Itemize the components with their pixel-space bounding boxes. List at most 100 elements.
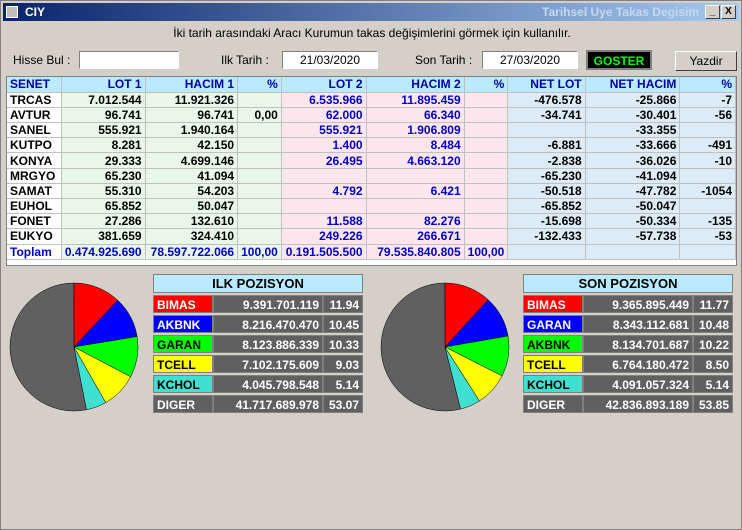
table-row[interactable]: EUHOL 65.852 50.047 -65.852 -50.047: [7, 198, 736, 215]
table-cell[interactable]: -2.838: [507, 152, 586, 169]
table-cell[interactable]: -50.047: [585, 198, 681, 215]
table-cell[interactable]: 4.792: [281, 183, 367, 200]
table-cell[interactable]: 11.895.459: [366, 92, 465, 108]
table-cell[interactable]: [507, 122, 586, 139]
table-row[interactable]: TRCAS 7.012.544 11.921.326 6.535.966 11.895.…: [7, 92, 736, 108]
table-cell[interactable]: 1.906.809: [366, 122, 465, 139]
table-cell[interactable]: SAMAT: [7, 183, 62, 200]
table-cell[interactable]: SANEL: [7, 122, 62, 139]
table-cell[interactable]: EUKYO: [7, 228, 62, 245]
table-cell[interactable]: -33.666: [585, 137, 681, 154]
column-header[interactable]: LOT 2: [281, 77, 367, 93]
table-cell[interactable]: 266.671: [366, 228, 465, 245]
table-cell[interactable]: -30.401: [585, 107, 681, 124]
table-cell[interactable]: [464, 137, 509, 154]
table-row[interactable]: AVTUR 96.741 96.741 0,00 62.000 66.340 -34.741…: [7, 107, 736, 124]
table-cell[interactable]: 1.940.164: [145, 122, 239, 139]
start-date-field[interactable]: 21/03/2020: [282, 51, 378, 69]
table-cell[interactable]: [679, 168, 736, 184]
table-cell[interactable]: 42.150: [145, 137, 239, 154]
title-bar[interactable]: CIY Tarihsel Uye Takas Degisim _ X: [3, 3, 739, 21]
close-button[interactable]: X: [721, 5, 736, 19]
table-cell[interactable]: 65.852: [61, 198, 146, 215]
table-cell[interactable]: -33.355: [585, 122, 681, 139]
table-cell[interactable]: 555.921: [61, 122, 146, 139]
table-cell[interactable]: [679, 122, 736, 139]
table-cell[interactable]: -50.334: [585, 213, 681, 230]
table-cell[interactable]: 0.191.505.500: [281, 244, 367, 260]
table-row[interactable]: MRGYO 65.230 41.094 -65.230 -41.094: [7, 168, 736, 184]
table-cell[interactable]: TRCAS: [7, 92, 62, 108]
table-cell[interactable]: -36.026: [585, 152, 681, 169]
table-cell[interactable]: 55.310: [61, 183, 146, 200]
column-header[interactable]: LOT 1: [61, 77, 146, 93]
table-cell[interactable]: 96.741: [61, 107, 146, 124]
table-cell[interactable]: KONYA: [7, 152, 62, 169]
table-cell[interactable]: 65.230: [61, 168, 146, 184]
print-button[interactable]: Yazdir: [675, 51, 737, 71]
data-grid[interactable]: SENET LOT 1 HACIM 1% LOT 2 HACIM 2% NET LOT NE…: [6, 76, 737, 266]
table-cell[interactable]: -1054: [679, 183, 736, 200]
table-cell[interactable]: 11.921.326: [145, 92, 239, 108]
table-cell[interactable]: -65.852: [507, 198, 586, 215]
table-cell[interactable]: [464, 213, 509, 230]
table-cell[interactable]: Toplam: [7, 244, 62, 260]
table-cell[interactable]: 7.012.544: [61, 92, 146, 108]
table-cell[interactable]: -132.433: [507, 228, 586, 245]
table-cell[interactable]: FONET: [7, 213, 62, 230]
table-row[interactable]: SAMAT 55.310 54.203 4.792 6.421 -50.518 -47.78…: [7, 183, 736, 200]
table-cell[interactable]: 79.535.840.805: [366, 244, 465, 260]
table-cell[interactable]: -7: [679, 92, 736, 108]
table-cell[interactable]: 29.333: [61, 152, 146, 169]
table-cell[interactable]: 1.400: [281, 137, 367, 154]
table-cell[interactable]: 62.000: [281, 107, 367, 124]
table-row[interactable]: EUKYO 381.659 324.410 249.226 266.671 -132.43…: [7, 228, 736, 245]
table-cell[interactable]: [464, 198, 509, 215]
table-cell[interactable]: 100,00: [464, 244, 509, 260]
table-cell[interactable]: 6.421: [366, 183, 465, 200]
table-cell[interactable]: 11.588: [281, 213, 367, 230]
table-cell[interactable]: EUHOL: [7, 198, 62, 215]
table-row[interactable]: FONET 27.286 132.610 11.588 82.276 -15.698 -50…: [7, 213, 736, 230]
table-cell[interactable]: AVTUR: [7, 107, 62, 124]
table-cell[interactable]: -25.866: [585, 92, 681, 108]
table-cell[interactable]: 82.276: [366, 213, 465, 230]
table-cell[interactable]: [679, 198, 736, 215]
column-header[interactable]: NET LOT: [507, 77, 586, 93]
table-cell[interactable]: [237, 183, 282, 200]
table-cell[interactable]: -57.738: [585, 228, 681, 245]
table-cell[interactable]: -6.881: [507, 137, 586, 154]
table-cell[interactable]: 555.921: [281, 122, 367, 139]
table-cell[interactable]: [237, 152, 282, 169]
table-cell[interactable]: 324.410: [145, 228, 239, 245]
table-cell[interactable]: [464, 122, 509, 139]
table-cell[interactable]: 0.474.925.690: [61, 244, 146, 260]
table-cell[interactable]: -53: [679, 228, 736, 245]
table-cell[interactable]: -47.782: [585, 183, 681, 200]
table-cell[interactable]: [679, 244, 736, 260]
table-cell[interactable]: [464, 92, 509, 108]
table-cell[interactable]: 78.597.722.066: [145, 244, 239, 260]
table-cell[interactable]: 6.535.966: [281, 92, 367, 108]
table-cell[interactable]: [464, 107, 509, 124]
table-cell[interactable]: 27.286: [61, 213, 146, 230]
table-cell[interactable]: 54.203: [145, 183, 239, 200]
table-cell[interactable]: -10: [679, 152, 736, 169]
table-cell[interactable]: [237, 122, 282, 139]
table-cell[interactable]: -135: [679, 213, 736, 230]
table-cell[interactable]: [237, 137, 282, 154]
table-cell[interactable]: [237, 213, 282, 230]
table-cell[interactable]: -491: [679, 137, 736, 154]
table-cell[interactable]: 100,00: [237, 244, 282, 260]
column-header[interactable]: %: [237, 77, 282, 93]
table-cell[interactable]: [464, 183, 509, 200]
column-header[interactable]: SENET: [7, 77, 62, 93]
table-cell[interactable]: 4.699.146: [145, 152, 239, 169]
table-cell[interactable]: -15.698: [507, 213, 586, 230]
table-cell[interactable]: 8.281: [61, 137, 146, 154]
table-cell[interactable]: -476.578: [507, 92, 586, 108]
table-cell[interactable]: 4.663.120: [366, 152, 465, 169]
table-cell[interactable]: 41.094: [145, 168, 239, 184]
table-cell[interactable]: 96.741: [145, 107, 239, 124]
table-cell[interactable]: [585, 244, 681, 260]
